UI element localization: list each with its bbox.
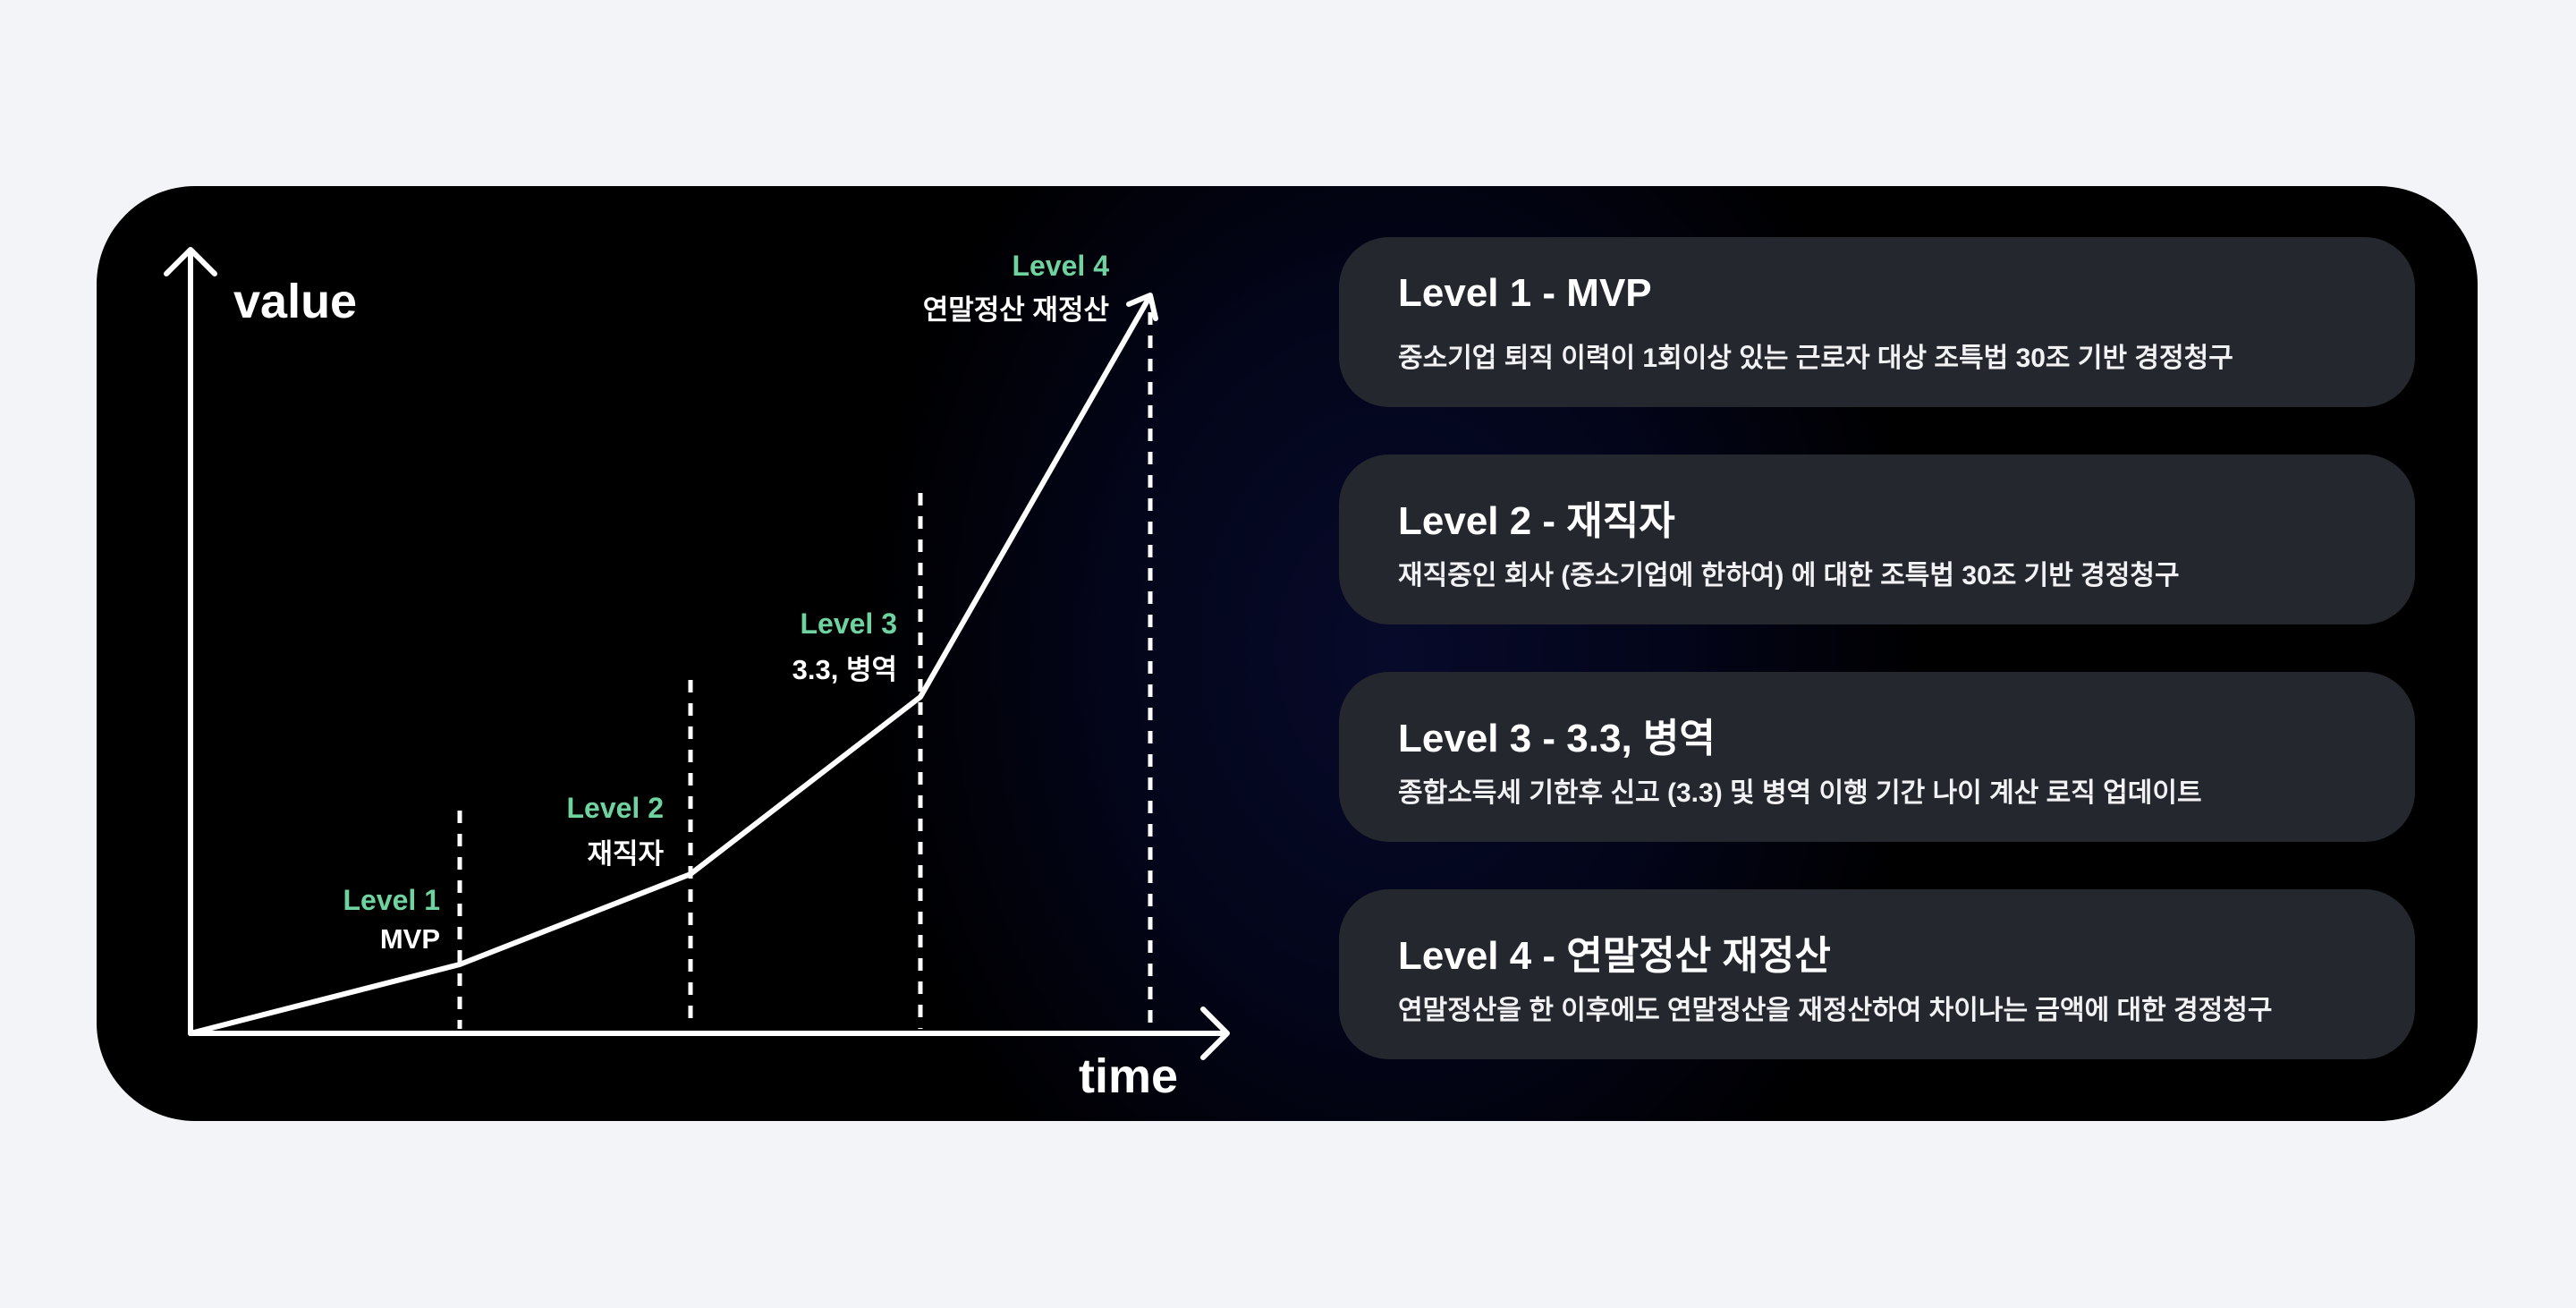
card-title: Level 4 - 연말정산 재정산 (1398, 934, 1831, 978)
marker-name-2: 재직자 (587, 838, 664, 870)
marker-name-4: 연말정산 재정산 (922, 294, 1109, 326)
card-title: Level 1 - MVP (1398, 271, 1652, 315)
level-card-4: Level 4 - 연말정산 재정산 연말정산을 한 이후에도 연말정산을 재정… (1339, 889, 2415, 1059)
card-title: Level 3 - 3.3, 병역 (1398, 717, 1716, 760)
marker-name-1: MVP (379, 923, 440, 955)
card-description: 연말정산을 한 이후에도 연말정산을 재정산하여 차이나는 금액에 대한 경정청… (1398, 996, 2273, 1025)
marker-level-2: Level 2 (566, 792, 664, 824)
growth-arrow-icon (1126, 293, 1158, 321)
level-card-1: Level 1 - MVP 중소기업 퇴직 이력이 1회이상 있는 근로자 대상… (1339, 237, 2415, 407)
marker-level-3: Level 3 (800, 607, 897, 640)
level-card-2: Level 2 - 재직자 재직중인 회사 (중소기업에 한하여) 에 대한 조… (1339, 454, 2415, 624)
card-description: 중소기업 퇴직 이력이 1회이상 있는 근로자 대상 조특법 30조 기반 경정… (1398, 344, 2233, 373)
card-description: 재직중인 회사 (중소기업에 한하여) 에 대한 조특법 30조 기반 경정청구 (1398, 561, 2180, 590)
card-description: 종합소득세 기한후 신고 (3.3) 및 병역 이행 기간 나이 계산 로직 업… (1398, 778, 2202, 808)
growth-line (188, 296, 1151, 1036)
y-axis-arrow-icon (164, 247, 217, 276)
x-axis-arrow-icon (1200, 1006, 1230, 1060)
card-title: Level 2 - 재직자 (1398, 499, 1675, 543)
marker-level-4: Level 4 (1012, 250, 1109, 282)
marker-level-1: Level 1 (343, 884, 440, 916)
level-card-3: Level 3 - 3.3, 병역 종합소득세 기한후 신고 (3.3) 및 병… (1339, 672, 2415, 842)
x-axis-label: time (1079, 1049, 1179, 1103)
marker-name-3: 3.3, 병역 (792, 654, 897, 685)
y-axis-label: value (233, 275, 358, 328)
